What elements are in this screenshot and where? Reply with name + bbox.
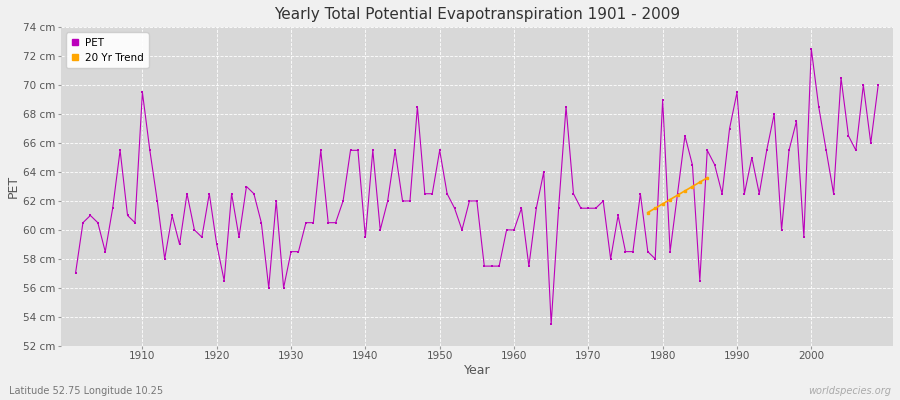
Text: Latitude 52.75 Longitude 10.25: Latitude 52.75 Longitude 10.25 bbox=[9, 386, 163, 396]
Text: worldspecies.org: worldspecies.org bbox=[808, 386, 891, 396]
X-axis label: Year: Year bbox=[464, 364, 490, 377]
Title: Yearly Total Potential Evapotranspiration 1901 - 2009: Yearly Total Potential Evapotranspiratio… bbox=[274, 7, 680, 22]
Legend: PET, 20 Yr Trend: PET, 20 Yr Trend bbox=[66, 32, 148, 68]
Y-axis label: PET: PET bbox=[7, 175, 20, 198]
